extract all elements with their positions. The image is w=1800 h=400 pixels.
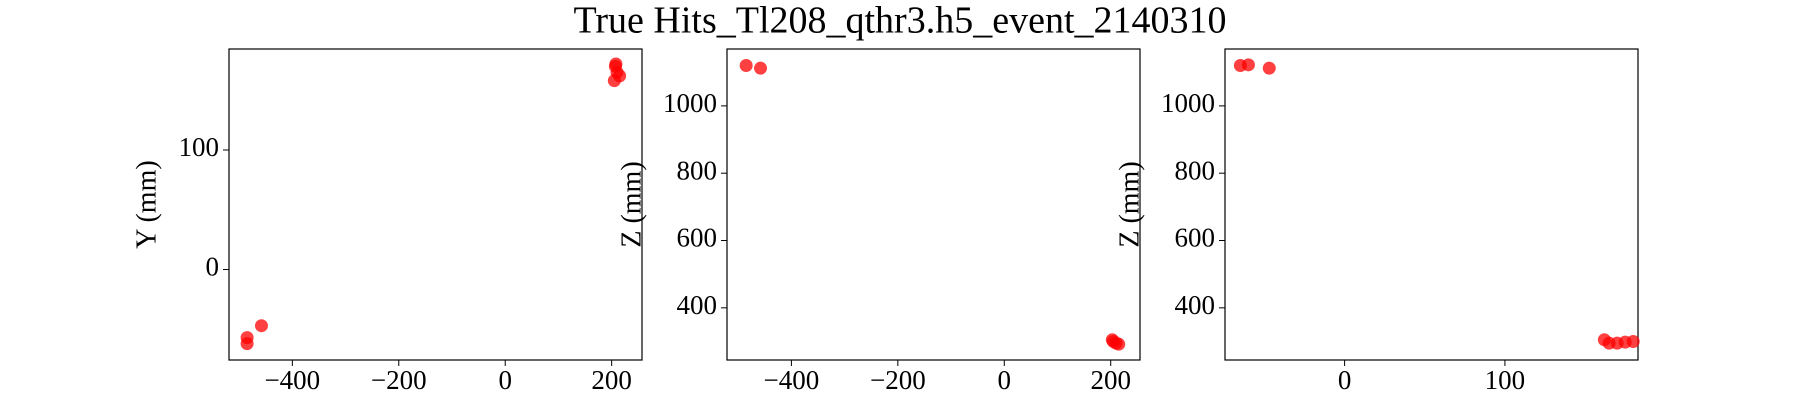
figure-title: True Hits_Tl208_qthr3.h5_event_2140310	[573, 0, 1226, 42]
point	[739, 58, 753, 72]
point	[254, 319, 268, 333]
y-tick-label: 0	[206, 252, 220, 282]
y-axis-label: Z (mm)	[616, 161, 647, 247]
y-tick-label: 600	[1175, 223, 1216, 253]
y-tick-label: 400	[677, 290, 718, 320]
x-tick-label: −200	[870, 365, 926, 395]
y-tick-label: 600	[677, 223, 718, 253]
y-tick-label: 1000	[663, 88, 717, 118]
y-tick-label: 800	[1175, 155, 1216, 185]
x-tick-label: −400	[764, 365, 820, 395]
point	[1105, 333, 1119, 347]
point	[1626, 334, 1640, 348]
y-tick-label: 800	[677, 155, 718, 185]
point	[609, 57, 623, 71]
point	[1241, 58, 1255, 72]
point	[607, 74, 621, 88]
y-tick-label: 100	[179, 132, 220, 162]
x-tick-label: −400	[264, 365, 320, 395]
point	[1262, 61, 1276, 75]
y-tick-label: 400	[1175, 290, 1216, 320]
point	[240, 337, 254, 351]
x-tick-label: 0	[998, 365, 1012, 395]
axes-frame	[726, 48, 1141, 361]
x-tick-label: 0	[498, 365, 512, 395]
y-axis-label: Z (mm)	[1114, 161, 1145, 247]
axes-frame	[1224, 48, 1639, 361]
axes-frame	[228, 48, 643, 361]
y-tick-label: 1000	[1161, 88, 1215, 118]
x-tick-label: 200	[591, 365, 632, 395]
point	[754, 61, 768, 75]
x-tick-label: 200	[1090, 365, 1131, 395]
x-tick-label: −200	[371, 365, 427, 395]
x-tick-label: 100	[1485, 365, 1526, 395]
y-axis-label: Y (mm)	[131, 160, 162, 248]
x-tick-label: 0	[1338, 365, 1352, 395]
